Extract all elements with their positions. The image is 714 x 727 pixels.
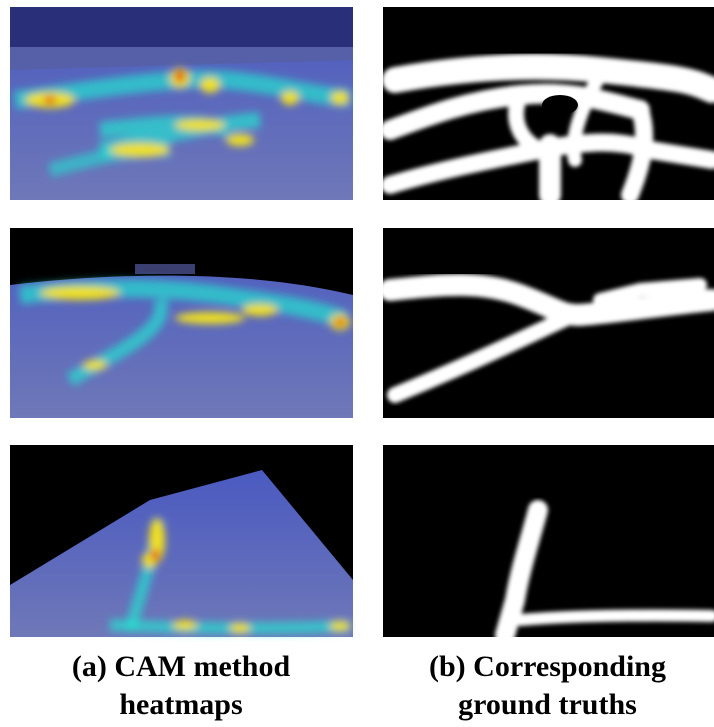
caption: (b) Corresponding ground truths bbox=[405, 648, 690, 724]
ground-truth-panel bbox=[383, 7, 714, 200]
figure: (a) CAM method heatmaps (b) Correspondin… bbox=[0, 0, 714, 727]
heatmap-panel bbox=[10, 228, 353, 418]
figure-panels bbox=[0, 0, 714, 645]
caption: (a) CAM method heatmaps bbox=[50, 648, 312, 724]
heatmap-panel bbox=[10, 445, 353, 637]
heatmap-panel bbox=[10, 7, 353, 200]
ground-truth-panel bbox=[383, 228, 714, 418]
ground-truth-panel bbox=[383, 445, 714, 637]
